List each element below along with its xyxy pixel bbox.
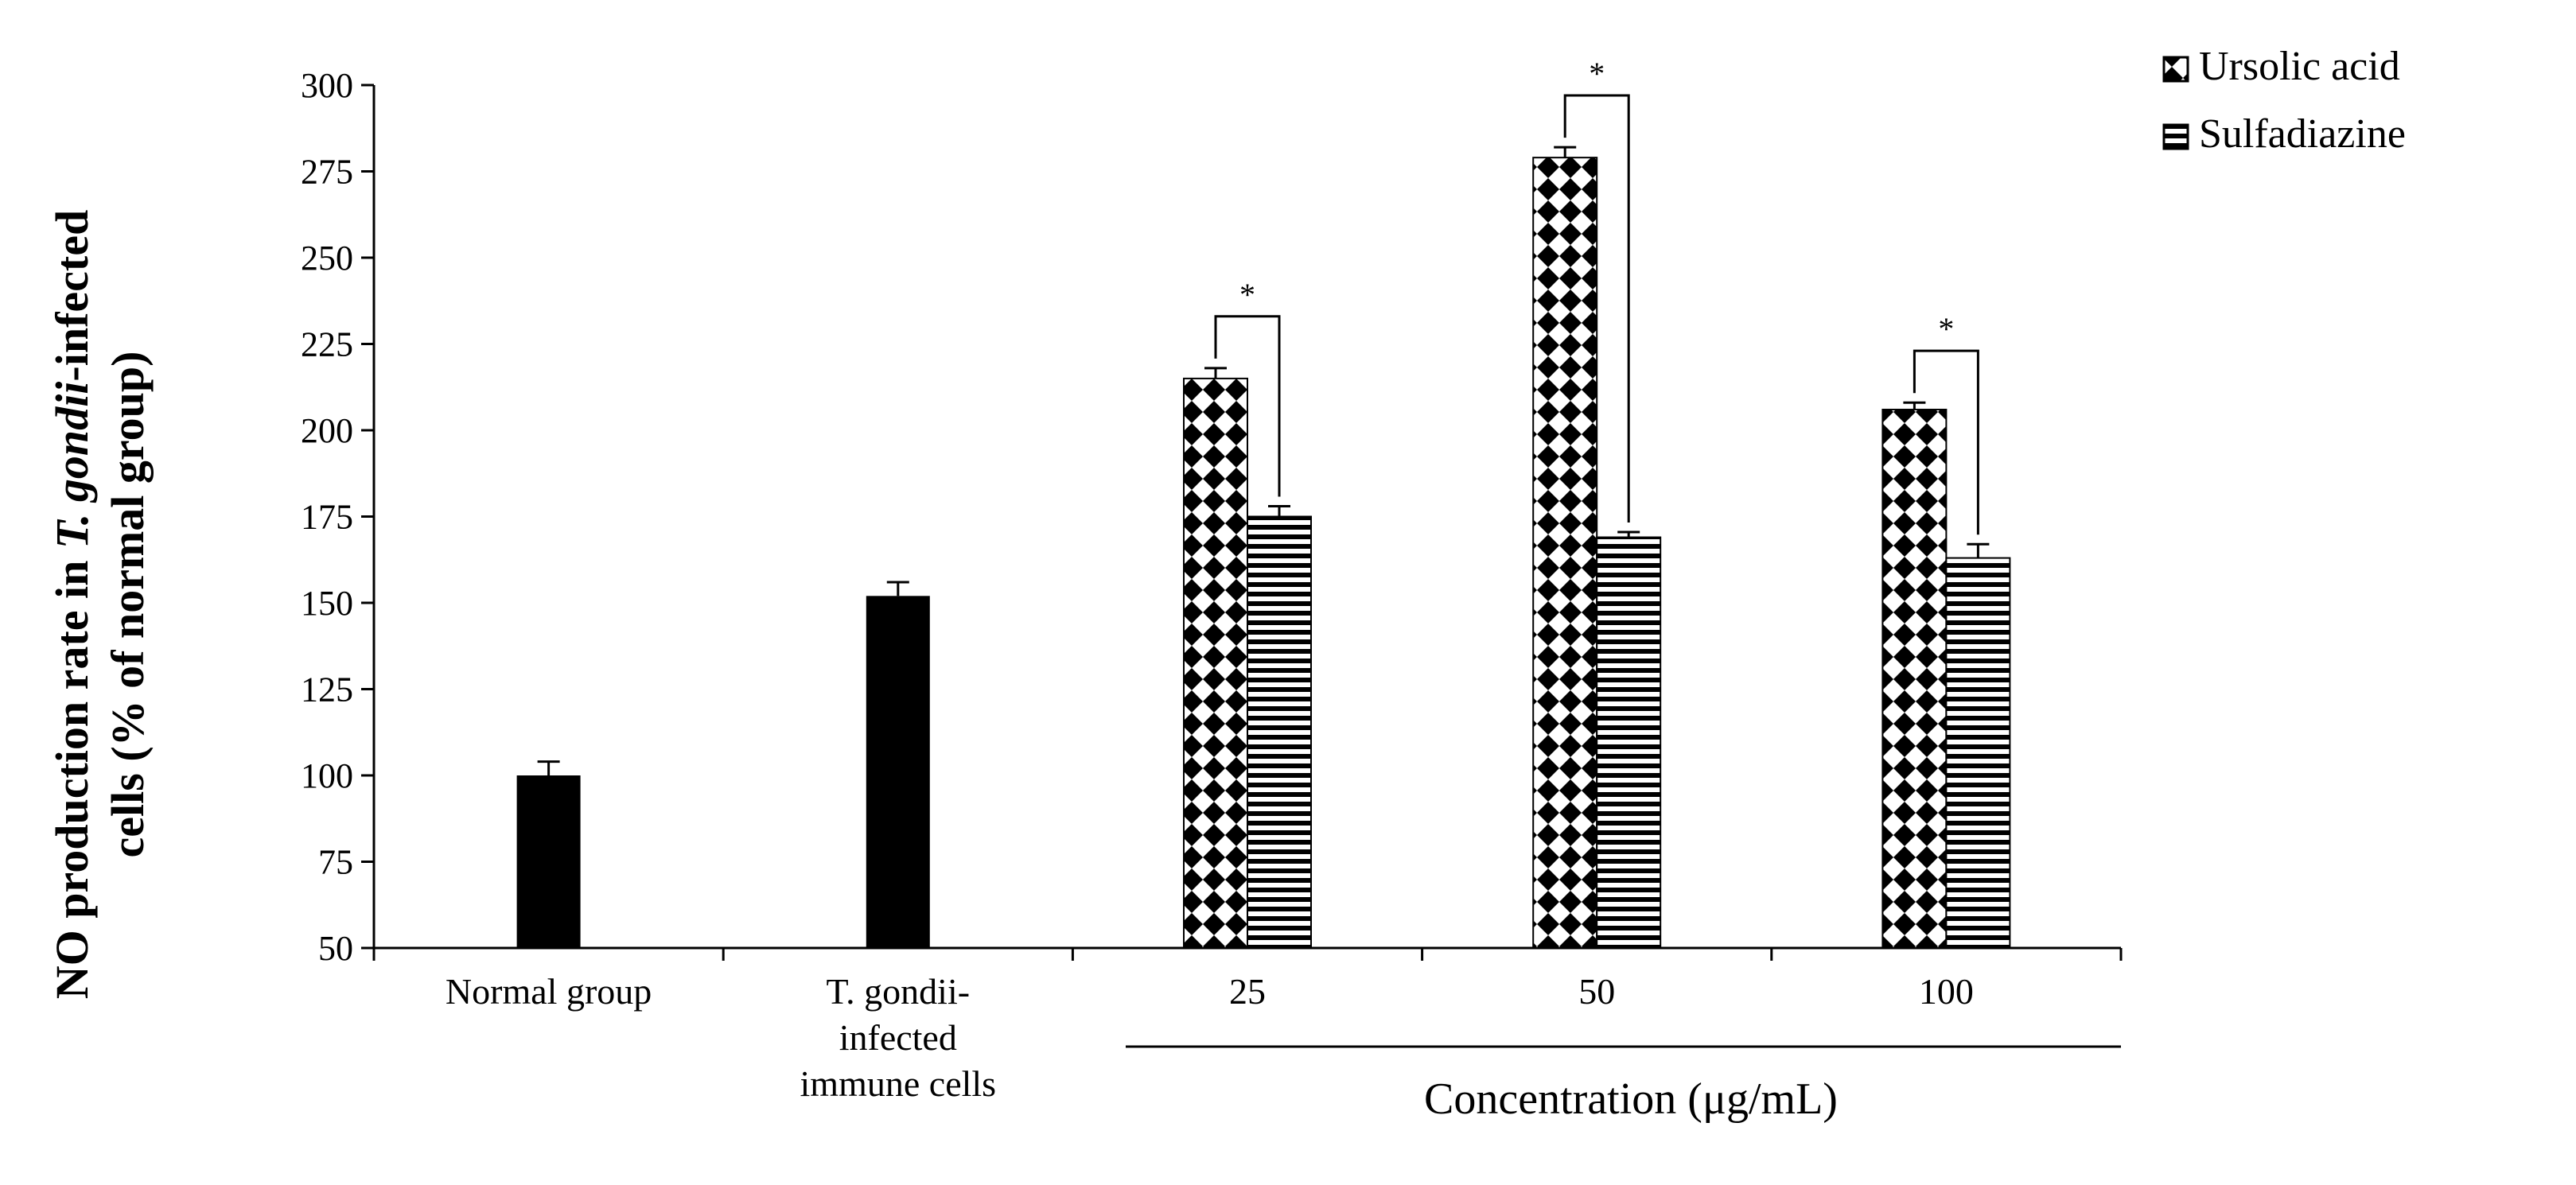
x-category-label: 50 bbox=[1578, 971, 1615, 1012]
y-tick-label: 100 bbox=[301, 756, 353, 795]
bar-ursolic-acid-2 bbox=[1183, 377, 1248, 949]
y-tick-label: 250 bbox=[301, 239, 353, 278]
significance-bracket bbox=[1913, 349, 1979, 535]
bar-ursolic-acid-3 bbox=[1532, 157, 1598, 949]
x-category-label: infected bbox=[839, 1017, 957, 1058]
x-category-label: 25 bbox=[1229, 971, 1266, 1012]
bar-ursolic-acid-4 bbox=[1881, 408, 1948, 949]
legend-swatch-sulfadiazine bbox=[2162, 123, 2189, 150]
y-axis-title-line2: cells (% of normal group) bbox=[102, 352, 154, 858]
error-bars bbox=[537, 146, 1990, 775]
legend-label: Sulfadiazine bbox=[2199, 111, 2406, 157]
x-category-label: 100 bbox=[1919, 971, 1974, 1012]
significance-brackets: * * * bbox=[1214, 56, 1979, 535]
x-category-label: immune cells bbox=[800, 1063, 997, 1104]
y-tick-label: 175 bbox=[301, 498, 353, 537]
significance-star: * bbox=[1239, 277, 1255, 313]
bar-control-1 bbox=[866, 596, 930, 948]
y-tick-label: 300 bbox=[301, 66, 353, 105]
bars bbox=[516, 157, 2011, 950]
y-tick-label: 150 bbox=[301, 584, 353, 623]
significance-star: * bbox=[1589, 56, 1605, 91]
y-ticks: 50 75 100 125 150 175 200 225 250 275 300 bbox=[301, 66, 374, 968]
significance-bracket bbox=[1563, 94, 1630, 523]
y-axis-title: NO production rate in T. gondii-infected… bbox=[46, 210, 154, 999]
x-category-label: Normal group bbox=[446, 971, 652, 1012]
y-axis-title-line1: NO production rate in T. gondii-infected bbox=[46, 210, 98, 999]
x-category-label: T. gondii- bbox=[827, 971, 971, 1012]
significance-star: * bbox=[1938, 311, 1954, 347]
bar-sulfadiazine-2 bbox=[1247, 515, 1312, 949]
y-tick-label: 200 bbox=[301, 411, 353, 450]
bar-sulfadiazine-3 bbox=[1596, 536, 1662, 949]
legend-label: Ursolic acid bbox=[2199, 44, 2400, 89]
significance-bracket bbox=[1214, 315, 1281, 497]
bar-sulfadiazine-4 bbox=[1945, 557, 2011, 950]
y-tick-label: 125 bbox=[301, 670, 353, 709]
y-tick-label: 50 bbox=[318, 929, 353, 968]
y-tick-label: 75 bbox=[318, 843, 353, 882]
legend-swatch-ursolic-acid bbox=[2162, 56, 2189, 83]
y-tick-label: 275 bbox=[301, 153, 353, 192]
x-axis-title: Concentration (μg/mL) bbox=[1424, 1074, 1838, 1124]
bar-control-0 bbox=[516, 775, 581, 948]
y-tick-label: 225 bbox=[301, 325, 353, 364]
x-category-labels: Normal group T. gondii-infected immune cel… bbox=[446, 971, 1974, 1104]
legend: Ursolic acid Sulfadiazine bbox=[2162, 44, 2406, 157]
